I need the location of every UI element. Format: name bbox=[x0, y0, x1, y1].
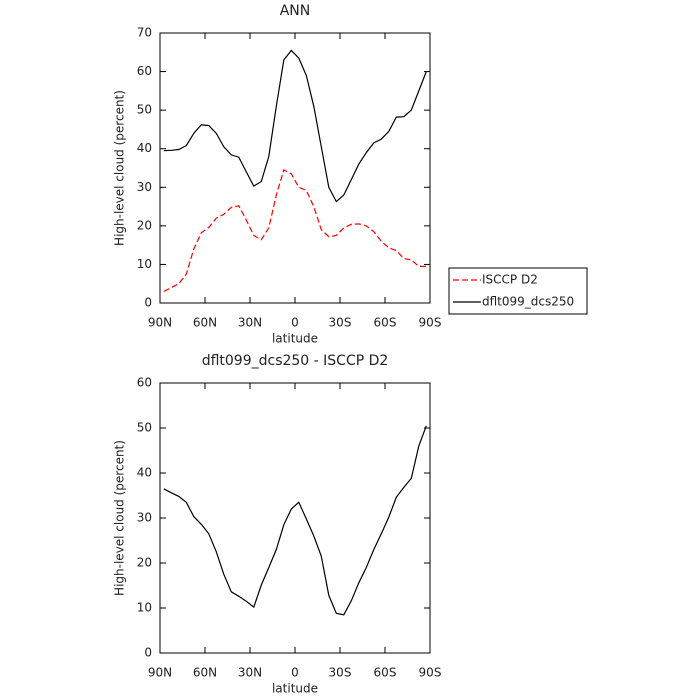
x-tick-label: 30N bbox=[238, 316, 262, 330]
x-tick-label: 30S bbox=[329, 316, 352, 330]
y-axis-label: High-level cloud (percent) bbox=[113, 440, 127, 596]
y-tick-label: 30 bbox=[137, 511, 152, 525]
plot-frame bbox=[159, 382, 431, 654]
plot-frame bbox=[159, 32, 431, 304]
x-tick-label: 60S bbox=[374, 316, 397, 330]
x-tick-label: 60S bbox=[374, 666, 397, 680]
series-line bbox=[163, 425, 427, 616]
y-tick-label: 10 bbox=[137, 601, 152, 615]
y-tick-label: 40 bbox=[137, 141, 152, 155]
x-tick-label: 60N bbox=[193, 666, 217, 680]
x-axis-label: latitude bbox=[272, 332, 318, 346]
y-tick-label: 70 bbox=[137, 26, 152, 40]
y-tick-label: 60 bbox=[137, 376, 152, 390]
legend-box bbox=[448, 267, 588, 315]
chart-title: dflt099_dcs250 - ISCCP D2 bbox=[202, 353, 389, 369]
y-tick-label: 10 bbox=[137, 257, 152, 271]
x-tick-label: 0 bbox=[291, 666, 299, 680]
legend-label: dflt099_dcs250 bbox=[482, 295, 574, 309]
y-tick-label: 60 bbox=[137, 64, 152, 78]
y-tick-label: 0 bbox=[144, 296, 152, 310]
x-tick-label: 30N bbox=[238, 666, 262, 680]
x-tick-label: 90S bbox=[419, 666, 442, 680]
y-tick-label: 20 bbox=[137, 556, 152, 570]
x-tick-label: 90N bbox=[148, 666, 172, 680]
legend-label: ISCCP D2 bbox=[482, 273, 538, 287]
y-tick-label: 50 bbox=[137, 103, 152, 117]
y-axis-label: High-level cloud (percent) bbox=[113, 90, 127, 246]
x-tick-label: 60N bbox=[193, 316, 217, 330]
x-tick-label: 30S bbox=[329, 666, 352, 680]
x-tick-label: 90N bbox=[148, 316, 172, 330]
y-tick-label: 0 bbox=[144, 646, 152, 660]
y-tick-label: 20 bbox=[137, 218, 152, 232]
y-tick-label: 30 bbox=[137, 180, 152, 194]
series-line bbox=[163, 169, 427, 292]
x-tick-label: 0 bbox=[291, 316, 299, 330]
x-tick-label: 90S bbox=[419, 316, 442, 330]
y-tick-label: 40 bbox=[137, 466, 152, 480]
series-line bbox=[163, 49, 427, 203]
chart-title: ANN bbox=[280, 3, 311, 19]
x-axis-label: latitude bbox=[272, 682, 318, 696]
y-tick-label: 50 bbox=[137, 421, 152, 435]
